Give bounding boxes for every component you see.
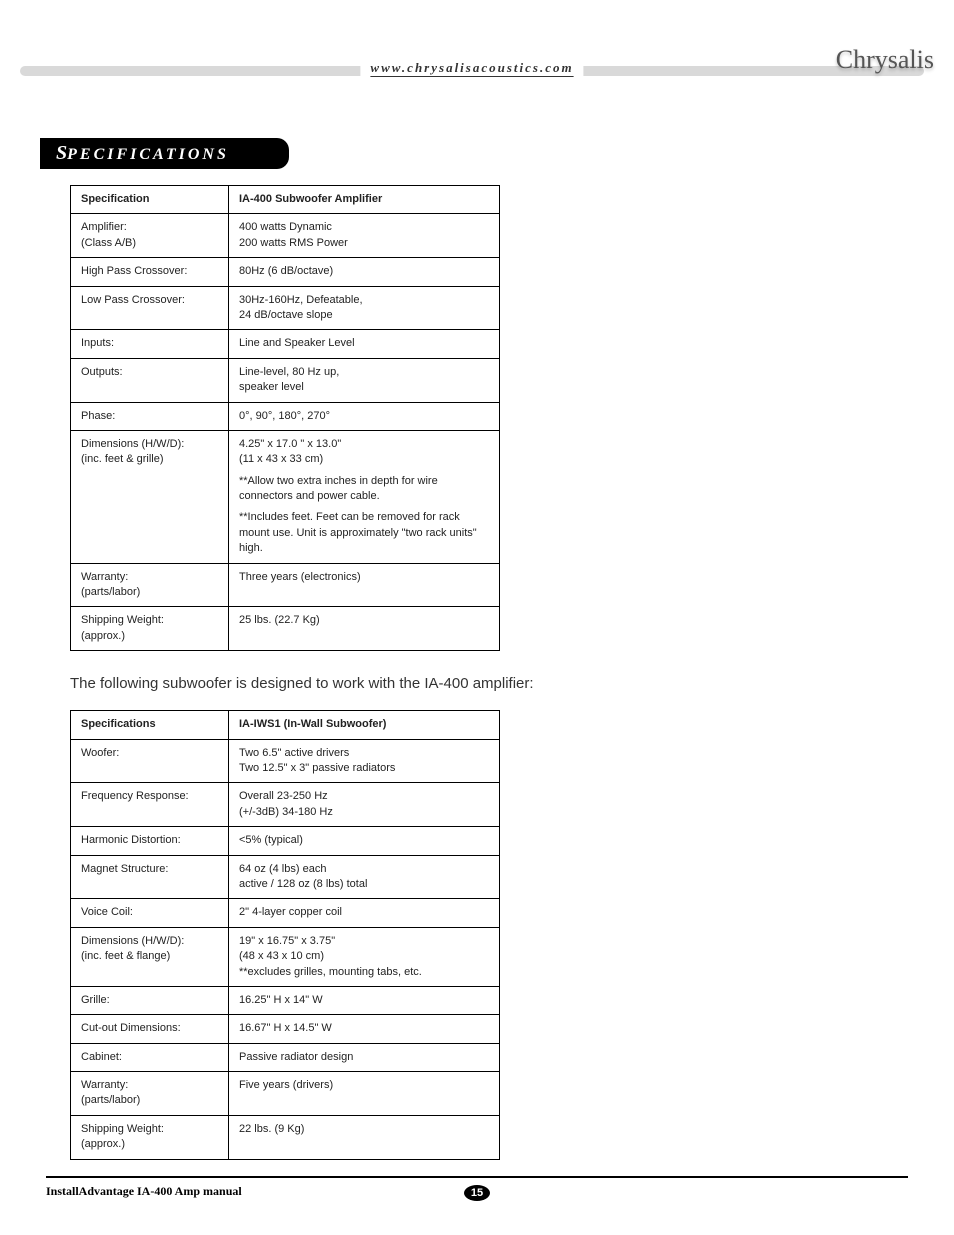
spec-value-cell: Overall 23-250 Hz (+/-3dB) 34-180 Hz (229, 783, 500, 827)
spec-label-cell: Amplifier: (Class A/B) (71, 214, 229, 258)
spec-label-cell: Warranty: (parts/labor) (71, 1072, 229, 1116)
table-row: Dimensions (H/W/D): (inc. feet & grille)… (71, 430, 500, 563)
table-row: Shipping Weight: (approx.)22 lbs. (9 Kg) (71, 1115, 500, 1159)
spec-value-cell: 30Hz-160Hz, Defeatable, 24 dB/octave slo… (229, 286, 500, 330)
spec-value-cell: 25 lbs. (22.7 Kg) (229, 607, 500, 651)
spec-label-cell: Harmonic Distortion: (71, 827, 229, 855)
spec-label-cell: Inputs: (71, 330, 229, 358)
spec-value-cell: 19" x 16.75" x 3.75" (48 x 43 x 10 cm) *… (229, 927, 500, 986)
table-row: Woofer:Two 6.5" active drivers Two 12.5"… (71, 739, 500, 783)
table-row: Cut-out Dimensions:16.67" H x 14.5" W (71, 1015, 500, 1043)
spec-label-cell: Frequency Response: (71, 783, 229, 827)
spec-label-cell: High Pass Crossover: (71, 258, 229, 286)
spec-table-subwoofer: Specifications IA-IWS1 (In-Wall Subwoofe… (70, 710, 500, 1159)
spec-value-cell: Line and Speaker Level (229, 330, 500, 358)
spec-value-cell: Two 6.5" active drivers Two 12.5" x 3" p… (229, 739, 500, 783)
table-row: Phase:0°, 90°, 180°, 270° (71, 402, 500, 430)
table-row: Voice Coil:2" 4-layer copper coil (71, 899, 500, 927)
table-row: Dimensions (H/W/D): (inc. feet & flange)… (71, 927, 500, 986)
table-row: Warranty: (parts/labor)Three years (elec… (71, 563, 500, 607)
spec-label-cell: Warranty: (parts/labor) (71, 563, 229, 607)
spec-value-cell: Three years (electronics) (229, 563, 500, 607)
table-row: Shipping Weight: (approx.)25 lbs. (22.7 … (71, 607, 500, 651)
table-row: Frequency Response:Overall 23-250 Hz (+/… (71, 783, 500, 827)
footer-rule (46, 1176, 908, 1178)
spec-value-cell: 22 lbs. (9 Kg) (229, 1115, 500, 1159)
table-header-cell: IA-IWS1 (In-Wall Subwoofer) (229, 711, 500, 739)
spec-value-cell: Five years (drivers) (229, 1072, 500, 1116)
spec-label-cell: Cabinet: (71, 1043, 229, 1071)
inter-text: The following subwoofer is designed to w… (70, 675, 914, 692)
table-row: Magnet Structure:64 oz (4 lbs) each acti… (71, 855, 500, 899)
spec-table-amplifier: Specification IA-400 Subwoofer Amplifier… (70, 185, 500, 651)
spec-value-cell: 80Hz (6 dB/octave) (229, 258, 500, 286)
table-header-cell: IA-400 Subwoofer Amplifier (229, 186, 500, 214)
spec-label-cell: Low Pass Crossover: (71, 286, 229, 330)
table-header-cell: Specification (71, 186, 229, 214)
spec-label-cell: Dimensions (H/W/D): (inc. feet & flange) (71, 927, 229, 986)
footer-manual-title: InstallAdvantage IA-400 Amp manual (46, 1184, 242, 1199)
table-row: Inputs:Line and Speaker Level (71, 330, 500, 358)
brand-logo: Chrysalis (836, 45, 934, 75)
table-header-row: Specification IA-400 Subwoofer Amplifier (71, 186, 500, 214)
spec-value-cell: <5% (typical) (229, 827, 500, 855)
spec-label-cell: Magnet Structure: (71, 855, 229, 899)
spec-label-cell: Outputs: (71, 358, 229, 402)
table-row: High Pass Crossover:80Hz (6 dB/octave) (71, 258, 500, 286)
spec-value-cell: 400 watts Dynamic 200 watts RMS Power (229, 214, 500, 258)
spec-value-cell: 16.25" H x 14" W (229, 986, 500, 1014)
spec-label-cell: Woofer: (71, 739, 229, 783)
spec-label-cell: Shipping Weight: (approx.) (71, 607, 229, 651)
header-url: www.chrysalisacoustics.com (360, 60, 583, 76)
spec-value-cell: 4.25" x 17.0 " x 13.0" (11 x 43 x 33 cm)… (229, 430, 500, 563)
table-row: Amplifier: (Class A/B)400 watts Dynamic … (71, 214, 500, 258)
spec-label-cell: Grille: (71, 986, 229, 1014)
spec-value-cell: 2" 4-layer copper coil (229, 899, 500, 927)
spec-label-cell: Shipping Weight: (approx.) (71, 1115, 229, 1159)
table-header-row: Specifications IA-IWS1 (In-Wall Subwoofe… (71, 711, 500, 739)
page-header: www.chrysalisacoustics.com (20, 54, 924, 94)
table-row: Harmonic Distortion:<5% (typical) (71, 827, 500, 855)
table-row: Warranty: (parts/labor)Five years (drive… (71, 1072, 500, 1116)
page-number-badge: 15 (464, 1185, 490, 1201)
table-row: Cabinet:Passive radiator design (71, 1043, 500, 1071)
spec-label-cell: Dimensions (H/W/D): (inc. feet & grille) (71, 430, 229, 563)
spec-label-cell: Phase: (71, 402, 229, 430)
table-row: Outputs:Line-level, 80 Hz up, speaker le… (71, 358, 500, 402)
table-row: Grille:16.25" H x 14" W (71, 986, 500, 1014)
table-header-cell: Specifications (71, 711, 229, 739)
spec-value-cell: 64 oz (4 lbs) each active / 128 oz (8 lb… (229, 855, 500, 899)
section-title: Specifications (40, 138, 289, 169)
spec-label-cell: Voice Coil: (71, 899, 229, 927)
table-row: Low Pass Crossover:30Hz-160Hz, Defeatabl… (71, 286, 500, 330)
spec-value-cell: 0°, 90°, 180°, 270° (229, 402, 500, 430)
page-footer: InstallAdvantage IA-400 Amp manual 15 (46, 1176, 908, 1199)
spec-value-cell: 16.67" H x 14.5" W (229, 1015, 500, 1043)
spec-value-cell: Passive radiator design (229, 1043, 500, 1071)
spec-label-cell: Cut-out Dimensions: (71, 1015, 229, 1043)
spec-value-cell: Line-level, 80 Hz up, speaker level (229, 358, 500, 402)
